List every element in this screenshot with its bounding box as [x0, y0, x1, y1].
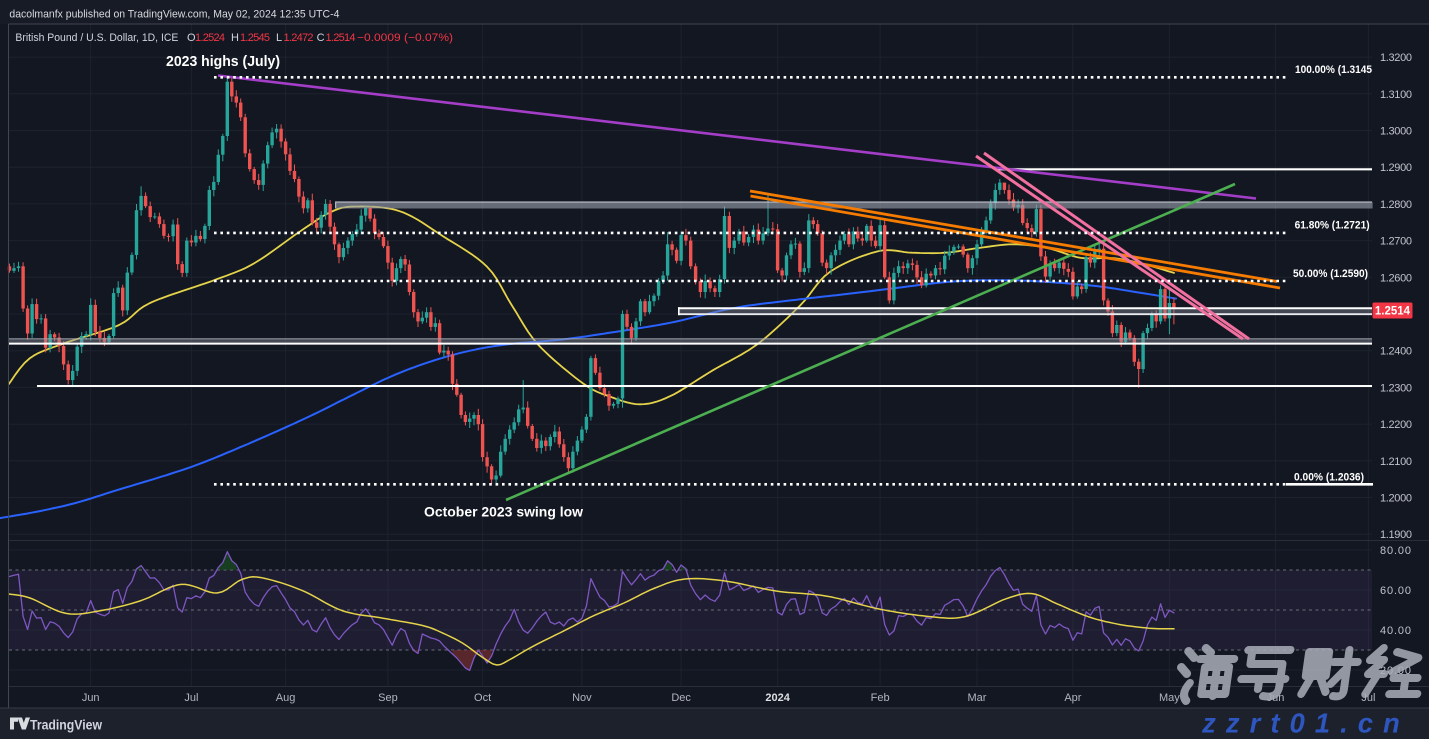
svg-text:British Pound / U.S. Dollar, 1: British Pound / U.S. Dollar, 1D, ICE — [15, 32, 178, 44]
svg-text:1.2200: 1.2200 — [1380, 419, 1412, 431]
svg-text:Oct: Oct — [474, 692, 491, 704]
svg-text:TradingView: TradingView — [30, 718, 102, 733]
svg-text:−0.0009 (−0.07%): −0.0009 (−0.07%) — [357, 32, 453, 44]
svg-text:C: C — [317, 32, 325, 44]
svg-text:1.2300: 1.2300 — [1380, 382, 1412, 394]
svg-text:L: L — [276, 32, 282, 44]
svg-text:1.2472: 1.2472 — [284, 32, 314, 44]
svg-text:1.1900: 1.1900 — [1380, 529, 1412, 541]
svg-text:40.00: 40.00 — [1380, 625, 1411, 637]
svg-text:1.3000: 1.3000 — [1380, 126, 1412, 138]
svg-text:zzrt01.cn: zzrt01.cn — [1201, 708, 1410, 739]
svg-text:O: O — [187, 32, 196, 44]
svg-text:2024: 2024 — [765, 692, 790, 704]
svg-text:Nov: Nov — [572, 692, 592, 704]
svg-text:Apr: Apr — [1064, 692, 1081, 704]
svg-text:dacolmanfx published on Tradin: dacolmanfx published on TradingView.com,… — [9, 9, 339, 21]
svg-text:61.80% (1.2721): 61.80% (1.2721) — [1295, 220, 1370, 232]
svg-text:1.2700: 1.2700 — [1380, 236, 1412, 248]
svg-text:0.00% (1.2036): 0.00% (1.2036) — [1294, 472, 1364, 484]
svg-text:50.00% (1.2590): 50.00% (1.2590) — [1293, 268, 1368, 280]
svg-text:1.2514: 1.2514 — [1375, 306, 1411, 318]
svg-text:1.2900: 1.2900 — [1380, 162, 1412, 174]
svg-text:1.3100: 1.3100 — [1380, 89, 1412, 101]
svg-text:60.00: 60.00 — [1380, 585, 1411, 597]
svg-text:1.2100: 1.2100 — [1380, 456, 1412, 468]
svg-text:1.2600: 1.2600 — [1380, 272, 1412, 284]
svg-text:Mar: Mar — [968, 692, 987, 704]
svg-text:1.2524: 1.2524 — [195, 32, 225, 44]
svg-text:1.2545: 1.2545 — [240, 32, 270, 44]
svg-text:Jul: Jul — [184, 692, 198, 704]
svg-text:1.2514: 1.2514 — [326, 32, 356, 44]
svg-text:May: May — [1159, 692, 1180, 704]
svg-text:1.2000: 1.2000 — [1380, 493, 1412, 505]
svg-text:100.00% (1.3145: 100.00% (1.3145 — [1295, 64, 1372, 76]
svg-text:1.3200: 1.3200 — [1380, 52, 1412, 64]
svg-text:Sep: Sep — [378, 692, 398, 704]
svg-text:Dec: Dec — [671, 692, 691, 704]
svg-text:Feb: Feb — [871, 692, 890, 704]
svg-text:80.00: 80.00 — [1380, 545, 1411, 557]
svg-text:1.2400: 1.2400 — [1380, 346, 1412, 358]
svg-text:Aug: Aug — [276, 692, 296, 704]
svg-text:1.2800: 1.2800 — [1380, 199, 1412, 211]
svg-text:October 2023 swing low: October 2023 swing low — [424, 505, 584, 520]
svg-text:Jun: Jun — [82, 692, 100, 704]
svg-text:H: H — [231, 32, 239, 44]
svg-text:2023 highs (July): 2023 highs (July) — [166, 54, 280, 70]
